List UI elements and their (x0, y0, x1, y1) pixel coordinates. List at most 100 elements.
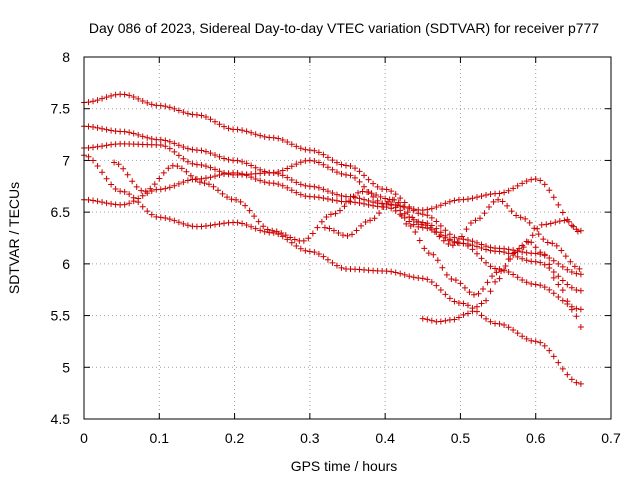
data-point (546, 347, 553, 354)
data-point (261, 228, 268, 235)
data-point (344, 232, 351, 239)
data-point (514, 253, 521, 260)
data-point (293, 189, 300, 196)
data-point (573, 286, 580, 293)
data-point (288, 187, 295, 194)
data-point (90, 124, 97, 131)
data-point (469, 308, 476, 315)
data-point (406, 218, 413, 225)
data-point (252, 131, 259, 138)
data-point (467, 219, 474, 226)
data-point (99, 95, 106, 102)
y-tick-label: 6.5 (51, 204, 71, 220)
data-point (94, 143, 101, 150)
data-point (346, 198, 353, 205)
data-point (446, 198, 453, 205)
data-point (473, 250, 480, 257)
data-point (546, 286, 553, 293)
data-point (284, 139, 291, 146)
data-point (257, 177, 264, 184)
tick-layer (83, 56, 612, 420)
data-point (305, 235, 312, 242)
data-point (108, 141, 115, 148)
y-tick-label: 7.5 (51, 101, 71, 117)
data-point (248, 174, 255, 181)
data-point (202, 223, 209, 230)
data-point (315, 159, 322, 166)
data-point (473, 303, 480, 310)
data-point (388, 205, 395, 212)
data-point (568, 269, 575, 276)
data-point (321, 224, 328, 231)
data-point (565, 218, 572, 225)
data-point (573, 305, 580, 312)
data-point (401, 271, 408, 278)
data-point (221, 123, 228, 130)
data-point (202, 175, 209, 182)
data-point (514, 330, 521, 337)
data-point (424, 206, 431, 213)
data-point (559, 297, 566, 304)
data-series-track-6 (111, 159, 583, 272)
data-point (385, 198, 392, 205)
data-point (162, 137, 169, 144)
data-point (157, 136, 164, 143)
data-point (356, 200, 363, 207)
data-point (513, 212, 520, 219)
data-point (85, 123, 92, 130)
data-point (144, 208, 151, 215)
data-point (555, 293, 562, 300)
data-point (541, 284, 548, 291)
data-point (449, 242, 456, 249)
data-point (410, 274, 417, 281)
data-point (338, 264, 345, 271)
data-point (151, 181, 158, 188)
data-point (297, 191, 304, 198)
data-point (389, 196, 396, 203)
data-point (157, 186, 164, 193)
data-point (162, 214, 169, 221)
data-point (184, 145, 191, 152)
data-point (487, 247, 494, 254)
data-point (175, 107, 182, 114)
data-point (124, 171, 131, 178)
chart-title: Day 086 of 2023, Sidereal Day-to-day VTE… (89, 20, 599, 36)
data-point (528, 337, 535, 344)
data-point (90, 157, 97, 164)
data-point (252, 164, 259, 171)
data-point (269, 227, 276, 234)
data-point (424, 276, 431, 283)
data-point (446, 295, 453, 302)
data-point (108, 181, 115, 188)
data-point (248, 162, 255, 169)
data-point (103, 142, 110, 149)
data-point (144, 99, 151, 106)
data-point (288, 239, 295, 246)
data-point (330, 227, 337, 234)
data-point (546, 254, 553, 261)
data-point (211, 173, 218, 180)
data-point (473, 194, 480, 201)
data-point (532, 244, 539, 251)
data-point (237, 198, 244, 205)
data-point (233, 196, 240, 203)
data-point (257, 227, 264, 234)
data-point (135, 95, 142, 102)
data-point (382, 195, 389, 202)
data-point (94, 162, 101, 169)
data-point (365, 176, 372, 183)
data-point (487, 288, 494, 295)
data-point (130, 194, 137, 201)
data-point (352, 174, 359, 181)
data-point (442, 234, 449, 241)
data-point (470, 291, 477, 298)
data-point (433, 204, 440, 211)
data-point (568, 376, 575, 383)
x-tick-label: 0.1 (150, 430, 170, 446)
data-point (455, 314, 462, 321)
data-point (505, 256, 512, 263)
data-point (175, 180, 182, 187)
data-point (162, 143, 169, 150)
data-point (166, 138, 173, 145)
data-point (532, 281, 539, 288)
